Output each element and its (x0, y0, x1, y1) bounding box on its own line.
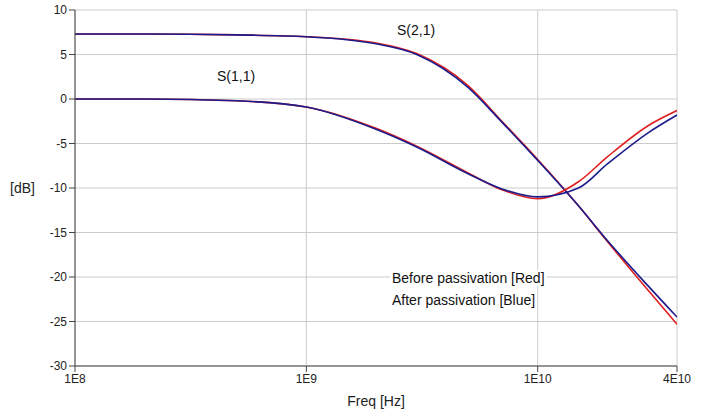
svg-text:-30: -30 (50, 359, 68, 373)
svg-text:-5: -5 (56, 137, 67, 151)
svg-text:-20: -20 (50, 270, 68, 284)
svg-text:-10: -10 (50, 181, 68, 195)
html-text:S(1,1): S(1,1) (217, 68, 256, 84)
svg-text:1E10: 1E10 (524, 372, 552, 386)
svg-text:5: 5 (60, 48, 67, 62)
html-text:Before passivation [Red]: Before passivation [Red] (392, 270, 545, 286)
svg-text:4E10: 4E10 (663, 372, 691, 386)
svg-text:Freq [Hz]: Freq [Hz] (347, 393, 405, 409)
svg-text:-25: -25 (50, 315, 68, 329)
svg-text:-15: -15 (50, 226, 68, 240)
svg-text:0: 0 (60, 92, 67, 106)
svg-text:1E9: 1E9 (296, 372, 318, 386)
html-text:S(2,1): S(2,1) (397, 22, 436, 38)
svg-text:[dB]: [dB] (10, 180, 35, 196)
svg-text:10: 10 (54, 3, 68, 17)
svg-text:1E8: 1E8 (64, 372, 86, 386)
html-text:After passivation [Blue]: After passivation [Blue] (392, 292, 536, 308)
